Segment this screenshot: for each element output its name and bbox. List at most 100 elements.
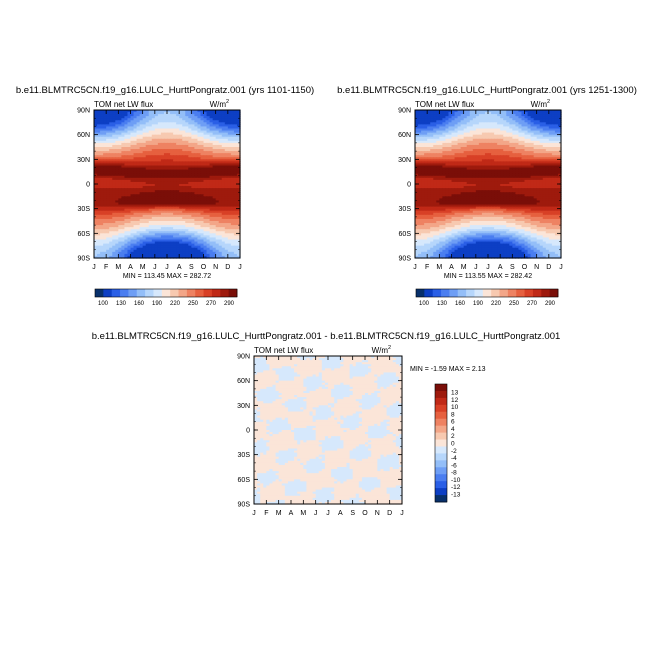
heatmap-cell <box>179 243 183 247</box>
heatmap-cell <box>148 227 153 230</box>
heatmap-cell <box>118 184 122 187</box>
heatmap-cell <box>206 171 211 175</box>
heatmap-cell <box>475 144 480 148</box>
heatmap-cell <box>103 132 107 136</box>
heatmap-cell <box>142 223 147 226</box>
heatmap-cell <box>421 114 425 117</box>
heatmap-cell <box>236 204 241 208</box>
heatmap-cell <box>224 210 229 214</box>
heatmap-cell <box>209 225 214 228</box>
heatmap-cell <box>209 221 214 224</box>
heatmap-cell <box>427 120 431 123</box>
heatmap-cell <box>130 225 135 228</box>
heatmap-cell <box>503 151 507 154</box>
heatmap-cell <box>530 112 535 115</box>
heatmap-cell <box>227 202 232 206</box>
heatmap-cell <box>200 124 205 128</box>
heatmap-cell <box>121 227 126 230</box>
heatmap-cell <box>194 210 199 214</box>
heatmap-cell <box>163 142 168 146</box>
heatmap-cell <box>472 142 477 146</box>
heatmap-cell <box>542 126 547 130</box>
heatmap-cell <box>221 198 226 202</box>
heatmap-cell <box>224 218 229 222</box>
heatmap-cell <box>515 138 520 142</box>
heatmap-cell <box>472 138 477 142</box>
heatmap-cell <box>215 140 220 144</box>
heatmap-cell <box>448 136 453 140</box>
heatmap-cell <box>218 112 223 115</box>
heatmap-cell <box>124 239 129 243</box>
heatmap-cell <box>139 181 144 185</box>
heatmap-cell <box>106 144 110 148</box>
heatmap-cell <box>118 120 122 123</box>
heatmap-cell <box>500 151 504 154</box>
heatmap-cell <box>142 155 147 158</box>
heatmap-cell <box>484 140 489 144</box>
heatmap-cell <box>451 124 456 128</box>
heatmap-cell <box>160 239 165 243</box>
heatmap-cell <box>436 120 440 123</box>
heatmap-cell <box>167 140 171 144</box>
heatmap-cell <box>424 140 428 144</box>
heatmap-cell <box>170 210 174 214</box>
heatmap-cell <box>100 157 104 160</box>
heatmap-cell <box>173 132 177 136</box>
heatmap-cell <box>236 151 241 154</box>
heatmap-cell <box>151 142 156 146</box>
heatmap-cell <box>124 206 129 210</box>
heatmap-cell <box>215 251 220 255</box>
heatmap-cell <box>106 202 110 206</box>
heatmap-cell <box>430 132 434 136</box>
heatmap-cell <box>109 116 113 119</box>
heatmap-cell <box>536 112 541 115</box>
heatmap-cell <box>170 173 174 177</box>
heatmap-cell <box>212 153 217 156</box>
heatmap-cell <box>194 227 199 230</box>
heatmap-cell <box>218 175 223 179</box>
heatmap-cell <box>427 122 431 125</box>
heatmap-cell <box>200 186 205 189</box>
heatmap-cell <box>191 114 195 117</box>
heatmap-cell <box>106 138 110 142</box>
heatmap-cell <box>103 198 107 202</box>
heatmap-cell <box>142 216 147 220</box>
heatmap-cell <box>478 120 483 123</box>
heatmap-cell <box>173 223 177 226</box>
heatmap-cell <box>127 114 132 117</box>
heatmap-cell <box>197 159 202 162</box>
heatmap-cell <box>115 200 119 204</box>
heatmap-cell <box>185 200 189 204</box>
heatmap-cell <box>109 245 113 249</box>
heatmap-cell <box>121 122 126 125</box>
heatmap-cell <box>145 196 150 199</box>
heatmap-cell <box>494 112 498 115</box>
colorbar-swatch <box>103 289 113 297</box>
heatmap-cell <box>163 227 168 230</box>
heatmap-cell <box>136 142 141 146</box>
heatmap-cell <box>542 130 547 134</box>
heatmap-cell <box>157 159 162 162</box>
heatmap-cell <box>227 177 232 181</box>
heatmap-cell <box>97 177 101 181</box>
heatmap-cell <box>227 179 232 183</box>
heatmap-cell <box>215 212 220 216</box>
heatmap-cell <box>200 165 205 169</box>
heatmap-cell <box>194 218 199 222</box>
heatmap-cell <box>194 114 199 117</box>
heatmap-cell <box>548 124 553 128</box>
heatmap-cell <box>121 169 126 173</box>
heatmap-cell <box>167 188 171 191</box>
heatmap-cell <box>197 169 202 173</box>
heatmap-cell <box>160 200 165 204</box>
heatmap-cell <box>463 134 468 138</box>
heatmap-cell <box>167 196 171 199</box>
heatmap-cell <box>539 124 544 128</box>
heatmap-cell <box>163 245 168 249</box>
colorbar-label: 130 <box>116 301 127 307</box>
heatmap-cell <box>127 142 132 146</box>
heatmap-cell <box>227 126 232 130</box>
heatmap-cell <box>206 159 211 162</box>
heatmap-cell <box>442 149 447 152</box>
heatmap-cell <box>160 151 165 154</box>
